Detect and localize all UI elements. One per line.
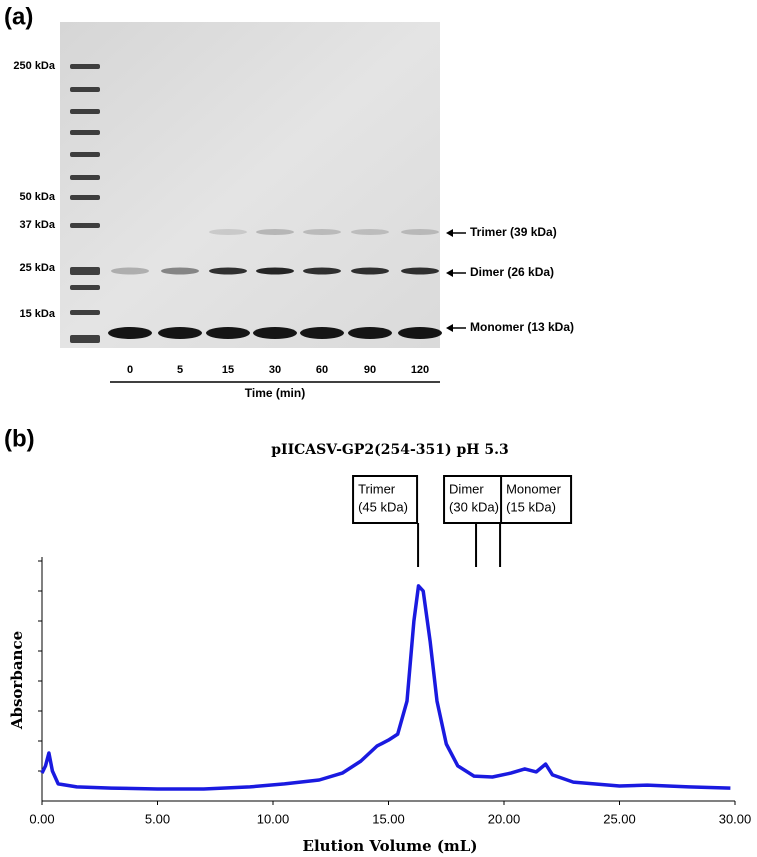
- x-tick-label: 25.00: [603, 811, 636, 826]
- ladder-band: [70, 130, 100, 135]
- monomer-band: [206, 327, 250, 339]
- time-axis-label: Time (min): [245, 386, 305, 400]
- band-label: Dimer (26 kDa): [470, 265, 554, 279]
- monomer-band: [158, 327, 202, 339]
- ladder-band: [70, 175, 100, 180]
- annotation-text: (30 kDa): [449, 499, 499, 514]
- monomer-band: [108, 327, 152, 339]
- annotation-text: (15 kDa): [506, 499, 556, 514]
- ladder-band: [70, 285, 100, 290]
- annotation-box: [352, 475, 419, 524]
- ladder-band: [70, 335, 100, 343]
- x-tick-label: 0.00: [29, 811, 54, 826]
- chart-title: pIICASV-GP2(254-351) pH 5.3: [271, 442, 509, 458]
- ladder-band: [70, 64, 100, 69]
- dimer-band: [303, 267, 341, 275]
- ladder-band: [70, 310, 100, 315]
- ladder-band: [70, 195, 100, 200]
- ladder-label: 50 kDa: [20, 191, 56, 203]
- ladder-label: 25 kDa: [20, 262, 56, 274]
- ladder-band: [70, 152, 100, 157]
- lane-label: 90: [364, 364, 376, 376]
- annotation-text: (45 kDa): [358, 499, 408, 514]
- ladder-label: 15 kDa: [20, 308, 56, 320]
- monomer-band: [348, 327, 392, 339]
- dimer-band: [401, 267, 439, 275]
- lane-label: 120: [411, 364, 429, 376]
- x-tick-label: 10.00: [257, 811, 290, 826]
- band-label: Trimer (39 kDa): [470, 225, 557, 239]
- panel-label: (a): [4, 3, 33, 30]
- trimer-band: [303, 229, 341, 235]
- trimer-band: [209, 229, 247, 235]
- y-axis-label: Absorbance: [8, 631, 26, 730]
- arrow-head: [446, 324, 453, 332]
- x-tick-label: 15.00: [372, 811, 405, 826]
- x-tick-label: 30.00: [719, 811, 752, 826]
- annotation-text: Trimer: [358, 481, 396, 496]
- trimer-band: [351, 229, 389, 235]
- monomer-band: [253, 327, 297, 339]
- gel: [60, 22, 440, 348]
- dimer-band: [209, 267, 247, 275]
- monomer-band: [398, 327, 442, 339]
- lane-label: 15: [222, 364, 234, 376]
- annotation-box: [500, 475, 573, 524]
- lane-label: 30: [269, 364, 281, 376]
- dimer-band: [111, 267, 149, 275]
- arrow-head: [446, 269, 453, 277]
- x-tick-label: 20.00: [488, 811, 521, 826]
- dimer-band: [256, 267, 294, 275]
- ladder-band: [70, 223, 100, 228]
- trimer-band: [256, 229, 294, 235]
- annotation-text: Monomer: [506, 481, 562, 496]
- lane-label: 0: [127, 364, 133, 376]
- dimer-band: [351, 267, 389, 275]
- ladder-label: 250 kDa: [13, 60, 55, 72]
- ladder-band: [70, 87, 100, 92]
- monomer-band: [300, 327, 344, 339]
- lane-label: 5: [177, 364, 183, 376]
- band-label: Monomer (13 kDa): [470, 320, 574, 334]
- absorbance-line: [40, 584, 731, 791]
- annotation-text: Dimer: [449, 481, 484, 496]
- ladder-band: [70, 267, 100, 275]
- panel-label: (b): [4, 425, 35, 452]
- x-axis-label: Elution Volume (mL): [303, 837, 478, 855]
- annotation-box: [443, 475, 510, 524]
- x-tick-label: 5.00: [145, 811, 170, 826]
- ladder-band: [70, 109, 100, 114]
- lane-label: 60: [316, 364, 328, 376]
- trimer-band: [401, 229, 439, 235]
- arrow-head: [446, 229, 453, 237]
- dimer-band: [161, 267, 199, 275]
- ladder-label: 37 kDa: [20, 219, 56, 231]
